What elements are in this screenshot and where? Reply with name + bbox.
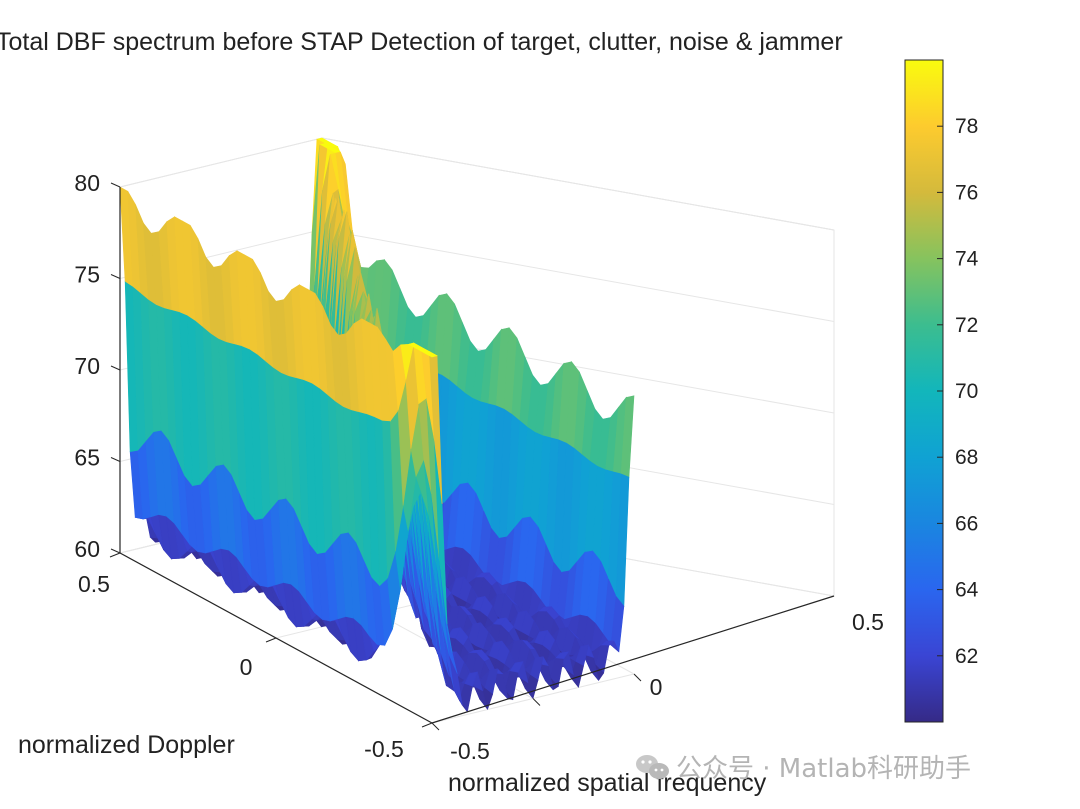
colorbar-ticks: 62 64 66 68 70 72 74 76 78	[937, 115, 979, 668]
x-axis-line	[431, 595, 835, 724]
y-tick-label: 0	[240, 654, 253, 680]
colorbar-tick-label: 66	[955, 512, 978, 535]
colorbar-tick-label: 72	[955, 314, 978, 337]
y-axis-label: normalized Doppler	[18, 731, 235, 759]
z-tick-label: 80	[74, 170, 100, 196]
colorbar: 62 64 66 68 70 72 74 76 78	[904, 59, 979, 723]
z-tick	[110, 365, 121, 371]
x-tick-label: 0.5	[852, 609, 884, 635]
watermark-text: 公众号 · Matlab科研助手	[676, 754, 971, 784]
surface-plot	[119, 137, 635, 713]
z-tick	[110, 457, 121, 462]
colorbar-tick-label: 64	[955, 579, 979, 602]
x-axis: -0.5 0 0.5	[431, 609, 884, 764]
colorbar-tick-label: 78	[955, 115, 978, 138]
colorbar-tick-label: 68	[955, 446, 978, 469]
x-tick-label: -0.5	[450, 738, 490, 764]
watermark: 公众号 · Matlab科研助手	[636, 754, 971, 784]
wechat-icon	[636, 755, 669, 779]
x-tick-label: 0	[650, 674, 663, 700]
z-tick-label: 70	[74, 353, 100, 379]
x-tick	[532, 698, 541, 706]
z-tick	[110, 548, 121, 554]
colorbar-bar	[904, 59, 944, 723]
z-tick-label: 75	[74, 262, 100, 288]
colorbar-tick-label: 76	[955, 181, 978, 204]
x-tick	[633, 673, 642, 682]
y-tick	[421, 722, 433, 728]
z-axis: 60 65 70 75 80	[74, 170, 121, 562]
y-tick-label: 0.5	[78, 571, 110, 597]
x-axis-label: normalized spatial frequency	[448, 769, 767, 797]
colorbar-tick-label: 74	[955, 248, 979, 271]
surface-cell	[423, 351, 438, 358]
z-tick	[110, 182, 121, 188]
chart-title: Total DBF spectrum before STAP Detection…	[0, 28, 843, 56]
z-tick-label: 60	[74, 536, 100, 562]
y-tick	[265, 637, 277, 643]
z-tick	[110, 274, 121, 279]
y-tick-label: -0.5	[364, 736, 404, 762]
z-gridline	[119, 137, 835, 231]
z-tick-label: 65	[74, 445, 100, 471]
x-tick	[431, 722, 440, 731]
colorbar-tick-label: 62	[955, 645, 978, 668]
y-axis: 0.5 0 -0.5	[78, 552, 433, 762]
y-tick	[109, 552, 121, 558]
colorbar-tick-label: 70	[955, 380, 978, 403]
